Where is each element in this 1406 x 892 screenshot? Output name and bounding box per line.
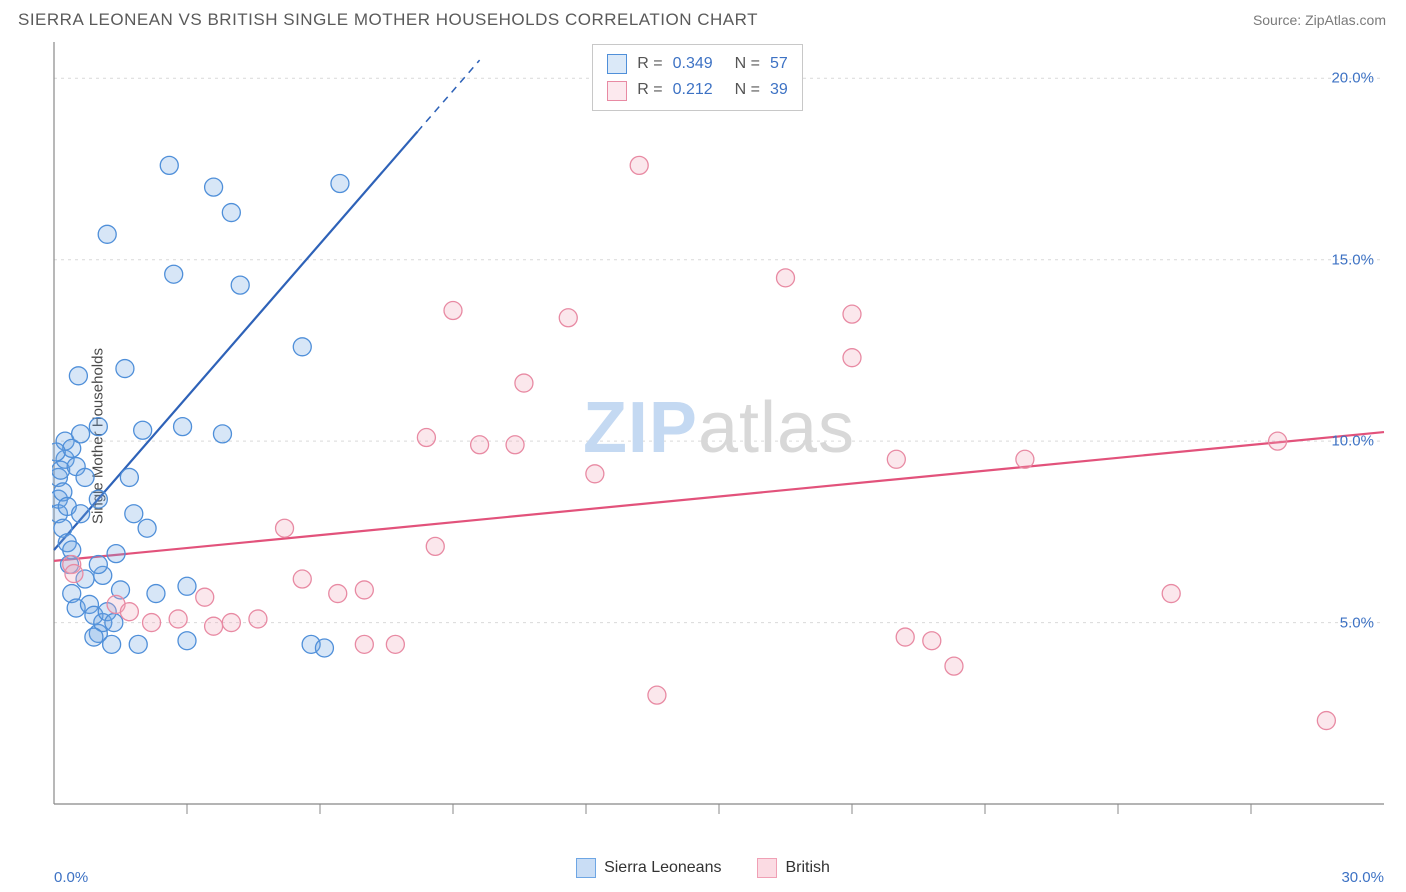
stats-row-british: R = 0.212 N = 39: [607, 77, 788, 103]
r-label: R =: [637, 51, 662, 77]
point-sierra: [160, 156, 178, 174]
swatch-british: [607, 81, 627, 101]
point-british: [205, 617, 223, 635]
point-british: [945, 657, 963, 675]
point-british: [630, 156, 648, 174]
point-british: [1317, 712, 1335, 730]
point-british: [896, 628, 914, 646]
plot-area: ZIPatlas R =0.349N =57R =0.212N =39 5.0%…: [52, 40, 1386, 832]
point-sierra: [72, 505, 90, 523]
point-british: [355, 635, 373, 653]
legend-label: Sierra Leoneans: [604, 859, 721, 877]
point-british: [923, 632, 941, 650]
point-sierra: [147, 585, 165, 603]
point-sierra: [174, 418, 192, 436]
point-british: [426, 537, 444, 555]
y-tick-label: 15.0%: [1331, 251, 1374, 268]
point-sierra: [89, 490, 107, 508]
n-value-sierra: 57: [770, 51, 788, 77]
r-label: R =: [637, 77, 662, 103]
point-british: [1269, 432, 1287, 450]
point-british: [386, 635, 404, 653]
point-sierra: [107, 545, 125, 563]
trend-line-british: [54, 432, 1384, 561]
point-british: [843, 349, 861, 367]
point-sierra: [98, 225, 116, 243]
chart-container: Single Mother Households ZIPatlas R =0.3…: [18, 40, 1386, 832]
point-british: [276, 519, 294, 537]
bottom-legend: Sierra Leoneans British: [0, 858, 1406, 878]
chart-title: SIERRA LEONEAN VS BRITISH SINGLE MOTHER …: [18, 10, 758, 30]
point-sierra: [213, 425, 231, 443]
point-british: [887, 450, 905, 468]
point-sierra: [231, 276, 249, 294]
point-british: [471, 436, 489, 454]
point-sierra: [205, 178, 223, 196]
point-british: [249, 610, 267, 628]
legend-swatch: [757, 858, 777, 878]
n-label: N =: [735, 51, 760, 77]
point-sierra: [105, 614, 123, 632]
point-sierra: [129, 635, 147, 653]
point-sierra: [134, 421, 152, 439]
point-sierra: [89, 418, 107, 436]
point-sierra: [69, 367, 87, 385]
trend-line-dashed-sierra: [418, 60, 480, 131]
point-british: [143, 614, 161, 632]
point-british: [586, 465, 604, 483]
point-sierra: [120, 468, 138, 486]
point-british: [120, 603, 138, 621]
y-tick-label: 10.0%: [1331, 433, 1374, 450]
point-british: [169, 610, 187, 628]
point-british: [196, 588, 214, 606]
point-sierra: [178, 577, 196, 595]
point-british: [293, 570, 311, 588]
point-sierra: [165, 265, 183, 283]
point-sierra: [293, 338, 311, 356]
point-sierra: [85, 628, 103, 646]
legend-item: Sierra Leoneans: [576, 858, 721, 878]
r-value-sierra: 0.349: [673, 51, 713, 77]
trend-line-sierra: [54, 132, 418, 550]
point-british: [444, 302, 462, 320]
point-british: [222, 614, 240, 632]
y-tick-label: 20.0%: [1331, 70, 1374, 87]
point-sierra: [52, 443, 65, 461]
point-british: [506, 436, 524, 454]
point-sierra: [222, 204, 240, 222]
n-value-british: 39: [770, 77, 788, 103]
point-british: [1016, 450, 1034, 468]
legend-item: British: [757, 858, 829, 878]
point-british: [355, 581, 373, 599]
point-sierra: [89, 556, 107, 574]
point-sierra: [178, 632, 196, 650]
stats-row-sierra: R = 0.349 N = 57: [607, 51, 788, 77]
point-sierra: [103, 635, 121, 653]
point-british: [648, 686, 666, 704]
n-label: N =: [735, 77, 760, 103]
r-value-british: 0.212: [673, 77, 713, 103]
point-sierra: [331, 175, 349, 193]
point-british: [329, 585, 347, 603]
legend-swatch: [576, 858, 596, 878]
chart-svg: [52, 40, 1386, 832]
point-sierra: [72, 425, 90, 443]
point-british: [515, 374, 533, 392]
legend-label: British: [785, 859, 829, 877]
point-british: [777, 269, 795, 287]
point-sierra: [125, 505, 143, 523]
point-sierra: [138, 519, 156, 537]
point-british: [843, 305, 861, 323]
point-british: [65, 565, 83, 583]
point-british: [559, 309, 577, 327]
point-british: [417, 429, 435, 447]
stats-legend: R = 0.349 N = 57 R = 0.212 N = 39: [592, 44, 803, 111]
source-label: Source: ZipAtlas.com: [1253, 12, 1386, 28]
point-british: [1162, 585, 1180, 603]
point-sierra: [116, 360, 134, 378]
point-sierra: [315, 639, 333, 657]
swatch-sierra: [607, 54, 627, 74]
y-tick-label: 5.0%: [1340, 614, 1374, 631]
point-sierra: [76, 468, 94, 486]
